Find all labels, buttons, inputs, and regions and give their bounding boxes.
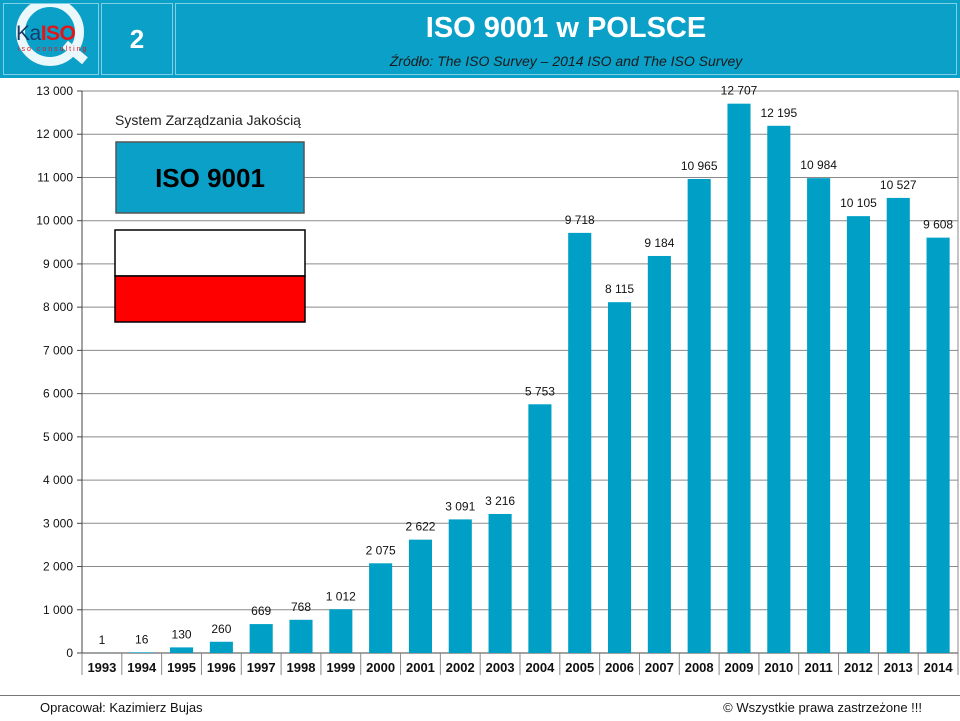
data-label-1997: 669	[251, 604, 271, 618]
logo-text: KaISO	[16, 22, 75, 46]
bar-2001	[409, 540, 432, 653]
logo-subtext: iso consulting	[18, 46, 88, 53]
y-tick-label: 10 000	[36, 214, 73, 228]
y-tick-label: 11 000	[37, 170, 73, 184]
x-tick-label-1996: 1996	[207, 660, 236, 675]
bar-chart: 0 1 000 2 000 3 000 4 000 5 000 6 000 7 000 8 00…	[0, 78, 960, 695]
data-label-1999: 1 012	[326, 589, 356, 603]
x-tick-label-2004: 2004	[525, 660, 555, 675]
footer-author: Opracował: Kazimierz Bujas	[40, 700, 203, 715]
data-label-2001: 2 622	[405, 520, 435, 534]
x-tick-label-2014: 2014	[924, 660, 954, 675]
data-label-2002: 3 091	[445, 499, 475, 513]
data-label-1993: 1	[99, 633, 106, 647]
data-label-1998: 768	[291, 600, 311, 614]
data-label-2000: 2 075	[366, 543, 396, 557]
bar-1995	[170, 647, 193, 653]
bar-1994	[130, 652, 153, 653]
x-tick-label-1995: 1995	[167, 660, 196, 675]
x-tick-label-2008: 2008	[685, 660, 714, 675]
page-title: ISO 9001 w POLSCE	[176, 12, 956, 45]
data-label-2005: 9 718	[565, 213, 595, 227]
x-tick-label-2006: 2006	[605, 660, 634, 675]
x-tick-label-1993: 1993	[87, 660, 116, 675]
header-bar: KaISO iso consulting 2 ISO 9001 w POLSCE…	[0, 0, 960, 78]
x-tick-label-2005: 2005	[565, 660, 594, 675]
data-label-1995: 130	[172, 627, 192, 641]
x-tick-label-2001: 2001	[406, 660, 435, 675]
y-tick-label: 12 000	[36, 127, 73, 141]
iso-label-text: ISO 9001	[155, 163, 265, 193]
page-number: 2	[101, 3, 173, 75]
bar-2011	[807, 178, 830, 653]
page-subtitle: Źródło: The ISO Survey – 2014 ISO and Th…	[176, 53, 956, 69]
x-tick-label-2009: 2009	[725, 660, 754, 675]
data-label-1996: 260	[211, 622, 231, 636]
y-tick-label: 0	[66, 646, 73, 660]
y-tick-label: 6 000	[43, 387, 73, 401]
logo-text-iso: ISO	[41, 22, 76, 45]
bar-2003	[489, 514, 512, 653]
data-label-2012: 10 105	[840, 196, 877, 210]
logo-text-ka: Ka	[16, 22, 41, 45]
data-label-2014: 9 608	[923, 218, 953, 232]
x-tick-label-2000: 2000	[366, 660, 395, 675]
data-label-1994: 16	[135, 632, 149, 646]
data-label-2007: 9 184	[644, 236, 674, 250]
data-label-2004: 5 753	[525, 384, 555, 398]
flag-white-stripe	[115, 230, 305, 276]
footer: Opracował: Kazimierz Bujas © Wszystkie p…	[0, 695, 960, 721]
x-tick-label-1994: 1994	[127, 660, 157, 675]
x-tick-label-2007: 2007	[645, 660, 674, 675]
y-tick-label: 7 000	[43, 343, 73, 357]
y-tick-label: 4 000	[43, 473, 73, 487]
x-tick-label-1997: 1997	[247, 660, 276, 675]
bar-2000	[369, 563, 392, 653]
bar-1997	[250, 624, 273, 653]
kaiso-logo: KaISO iso consulting	[3, 3, 99, 75]
bar-2004	[528, 404, 551, 653]
bar-2013	[887, 198, 910, 653]
bar-1999	[329, 609, 352, 653]
footer-copyright: © Wszystkie prawa zastrzeżone !!!	[723, 700, 922, 715]
data-label-2006: 8 115	[605, 282, 634, 296]
x-tick-label-2011: 2011	[805, 660, 833, 675]
y-tick-label: 3 000	[43, 516, 73, 530]
x-tick-label-2013: 2013	[884, 660, 913, 675]
bar-2002	[449, 519, 472, 653]
bar-2008	[688, 179, 711, 653]
data-label-2008: 10 965	[681, 159, 718, 173]
bar-2009	[727, 104, 750, 653]
y-tick-label: 13 000	[36, 84, 73, 98]
bar-2005	[568, 233, 591, 653]
data-label-2010: 12 195	[760, 106, 797, 120]
flag-red-stripe	[115, 276, 305, 322]
x-tick-label-1998: 1998	[287, 660, 316, 675]
x-tick-label-2012: 2012	[844, 660, 873, 675]
y-tick-label: 1 000	[43, 603, 73, 617]
x-tick-label-2002: 2002	[446, 660, 475, 675]
title-box: ISO 9001 w POLSCE Źródło: The ISO Survey…	[175, 3, 957, 75]
bar-2012	[847, 216, 870, 653]
bar-2007	[648, 256, 671, 653]
data-label-2009: 12 707	[721, 84, 758, 98]
x-tick-label-2010: 2010	[764, 660, 793, 675]
data-label-2011: 10 984	[800, 158, 837, 172]
x-tick-label-1999: 1999	[326, 660, 355, 675]
x-tick-label-2003: 2003	[486, 660, 515, 675]
y-tick-label: 2 000	[43, 560, 73, 574]
data-label-2013: 10 527	[880, 178, 917, 192]
bar-2014	[927, 238, 950, 653]
bar-1996	[210, 642, 233, 653]
y-tick-label: 8 000	[43, 300, 73, 314]
bar-2006	[608, 302, 631, 653]
bar-1998	[289, 620, 312, 653]
y-tick-label: 5 000	[43, 430, 73, 444]
legend-caption: System Zarządzania Jakością	[115, 112, 301, 128]
bar-2010	[767, 126, 790, 653]
y-tick-label: 9 000	[43, 257, 73, 271]
data-label-2003: 3 216	[485, 494, 515, 508]
